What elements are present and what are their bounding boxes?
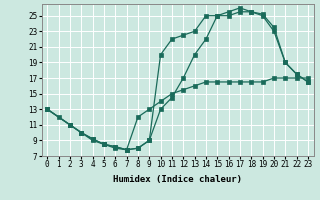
X-axis label: Humidex (Indice chaleur): Humidex (Indice chaleur) xyxy=(113,175,242,184)
